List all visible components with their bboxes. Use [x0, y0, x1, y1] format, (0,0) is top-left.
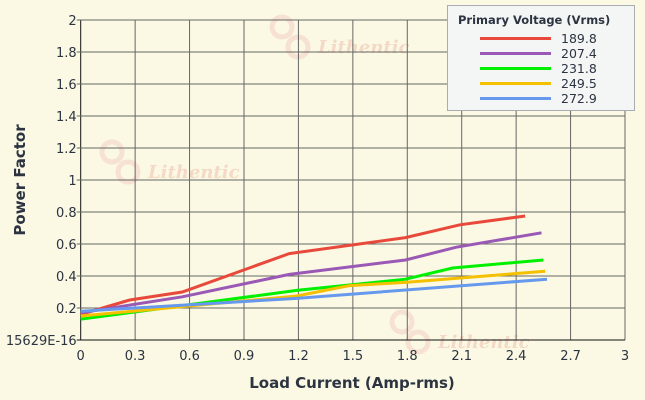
y-tick-label: 1.4: [56, 110, 77, 125]
series-line-189.8: [80, 214, 526, 316]
y-tick-label: 1.2: [56, 142, 77, 157]
y-tick-label: 2: [68, 14, 76, 29]
watermark-logo: Lithentic: [389, 309, 530, 355]
watermark-text: Lithentic: [147, 162, 240, 183]
y-tick-label: 15629E-16: [6, 334, 77, 349]
x-tick-label: 1.5: [343, 349, 364, 364]
legend-swatch: [480, 52, 551, 55]
series-line-249.5: [80, 269, 546, 318]
legend-swatch: [480, 97, 551, 100]
x-axis-title: Load Current (Amp-rms): [249, 374, 455, 392]
x-tick-label: 1.8: [397, 349, 418, 364]
watermark-logo: Lithentic: [99, 139, 240, 185]
y-tick-label: 0.8: [56, 206, 77, 221]
series-lines: [80, 214, 548, 321]
legend-label: 249.5: [561, 76, 597, 91]
x-tick-label: 3: [621, 349, 629, 364]
y-tick-label: 0.6: [56, 238, 77, 253]
legend-label: 272.9: [561, 91, 597, 106]
legend-item: 249.5: [480, 76, 597, 91]
series-line-231.8: [80, 258, 544, 321]
axes: 0 0.3 0.6 0.9 1.2 1.5 1.8 2.1 2.4 2.7 3 15629E-16 0.…: [6, 14, 629, 364]
watermark-text: Lithentic: [437, 332, 530, 353]
watermark-text: Lithentic: [317, 37, 410, 58]
legend-swatch: [480, 37, 551, 40]
x-tick-label: 2.7: [560, 349, 581, 364]
y-axis-title: Power Factor: [11, 124, 29, 236]
legend-swatch: [480, 82, 551, 85]
y-tick-label: 1: [68, 174, 76, 189]
grid: [76, 19, 626, 341]
legend-title: Primary Voltage (Vrms): [458, 13, 611, 27]
y-tick-label: 1.6: [56, 78, 77, 93]
legend: Primary Voltage (Vrms) 189.8 207.4 231.8 24…: [447, 5, 635, 111]
legend-item: 207.4: [480, 46, 597, 61]
watermark-logo: Lithentic: [269, 14, 410, 60]
series-line-207.4: [80, 231, 542, 315]
legend-swatch: [480, 67, 551, 70]
legend-label: 231.8: [561, 61, 597, 76]
x-tick-label: 2.1: [451, 349, 472, 364]
y-tick-label: 0.4: [56, 270, 77, 285]
x-tick-label: 2.4: [506, 349, 527, 364]
series-line-272.9: [80, 277, 548, 313]
x-tick-label: 0.6: [179, 349, 200, 364]
legend-label: 207.4: [561, 46, 597, 61]
y-tick-label: 0.2: [56, 302, 77, 317]
legend-label: 189.8: [561, 31, 597, 46]
x-tick-label: 0.9: [234, 349, 255, 364]
x-tick-label: 1.2: [288, 349, 309, 364]
watermarks: Lithentic Lithentic Lithentic: [99, 14, 530, 355]
legend-item: 231.8: [480, 61, 597, 76]
legend-item: 272.9: [480, 91, 597, 106]
legend-item: 189.8: [480, 31, 597, 46]
x-tick-label: 0.3: [125, 349, 146, 364]
y-tick-label: 1.8: [56, 46, 77, 61]
x-tick-label: 0: [77, 349, 85, 364]
